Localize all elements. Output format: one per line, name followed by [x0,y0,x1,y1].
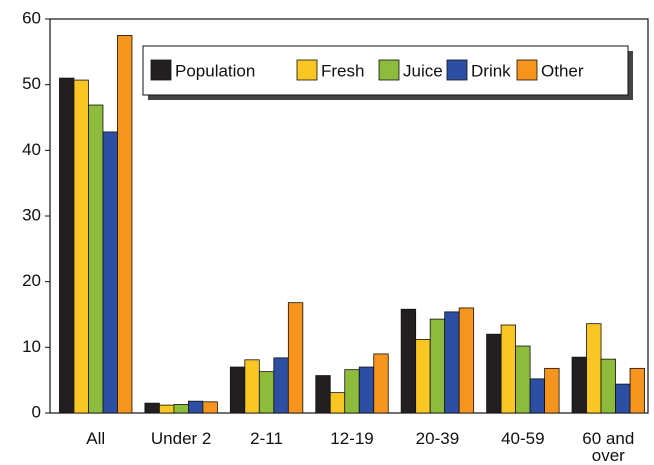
bar [273,357,289,414]
legend-label: Drink [471,61,511,80]
x-tick-label: 2-11 [250,429,283,448]
x-tick-label: 60 and over [582,429,635,465]
legend-label: Other [541,61,584,80]
bar [329,392,346,414]
x-tick-label: 12-19 [330,429,374,448]
bar [102,131,118,414]
bar [458,307,475,414]
x-tick-label: All [86,429,106,448]
bar [173,404,189,414]
legend-swatch [446,59,468,81]
bar [571,356,587,414]
legend-label: Fresh [321,61,364,80]
y-tick-label: 40 [22,140,41,159]
legend-swatch [378,59,400,81]
legend-swatch [150,59,172,81]
bar [202,401,218,414]
bar [586,323,602,414]
bar [315,375,331,414]
y-tick-label: 10 [22,337,41,356]
x-tick-label: 20-39 [415,429,460,448]
bar [158,404,175,414]
bar [615,383,631,414]
bar [244,359,260,414]
bar [515,345,531,414]
y-tick-label: 60 [22,8,41,27]
x-tick-label: Under 2 [150,429,212,448]
legend-swatch [296,59,318,81]
bar [144,402,160,414]
bar [287,302,304,414]
bar [229,366,246,414]
bar [400,308,417,414]
bar [59,77,75,414]
bar [600,358,616,414]
bar [88,104,104,414]
bar [344,369,360,414]
bar [486,333,502,414]
bar [544,367,560,414]
bar [358,366,375,414]
bar [187,400,204,414]
bar [73,79,89,414]
bar [429,318,446,414]
bar [529,378,546,414]
y-tick-label: 20 [22,271,41,290]
bar [373,353,389,414]
bar [258,371,275,414]
x-tick-label: 40-59 [501,429,545,448]
bar [629,367,645,414]
bar [500,324,517,414]
y-tick-label: 0 [32,402,41,421]
legend-label: Population [175,61,255,80]
bar [415,339,431,414]
legend-label: Juice [403,61,443,80]
bar [444,311,460,414]
y-tick-label: 50 [22,74,41,93]
y-tick-label: 30 [22,205,41,224]
legend-swatch [516,59,538,81]
bar [117,35,133,414]
